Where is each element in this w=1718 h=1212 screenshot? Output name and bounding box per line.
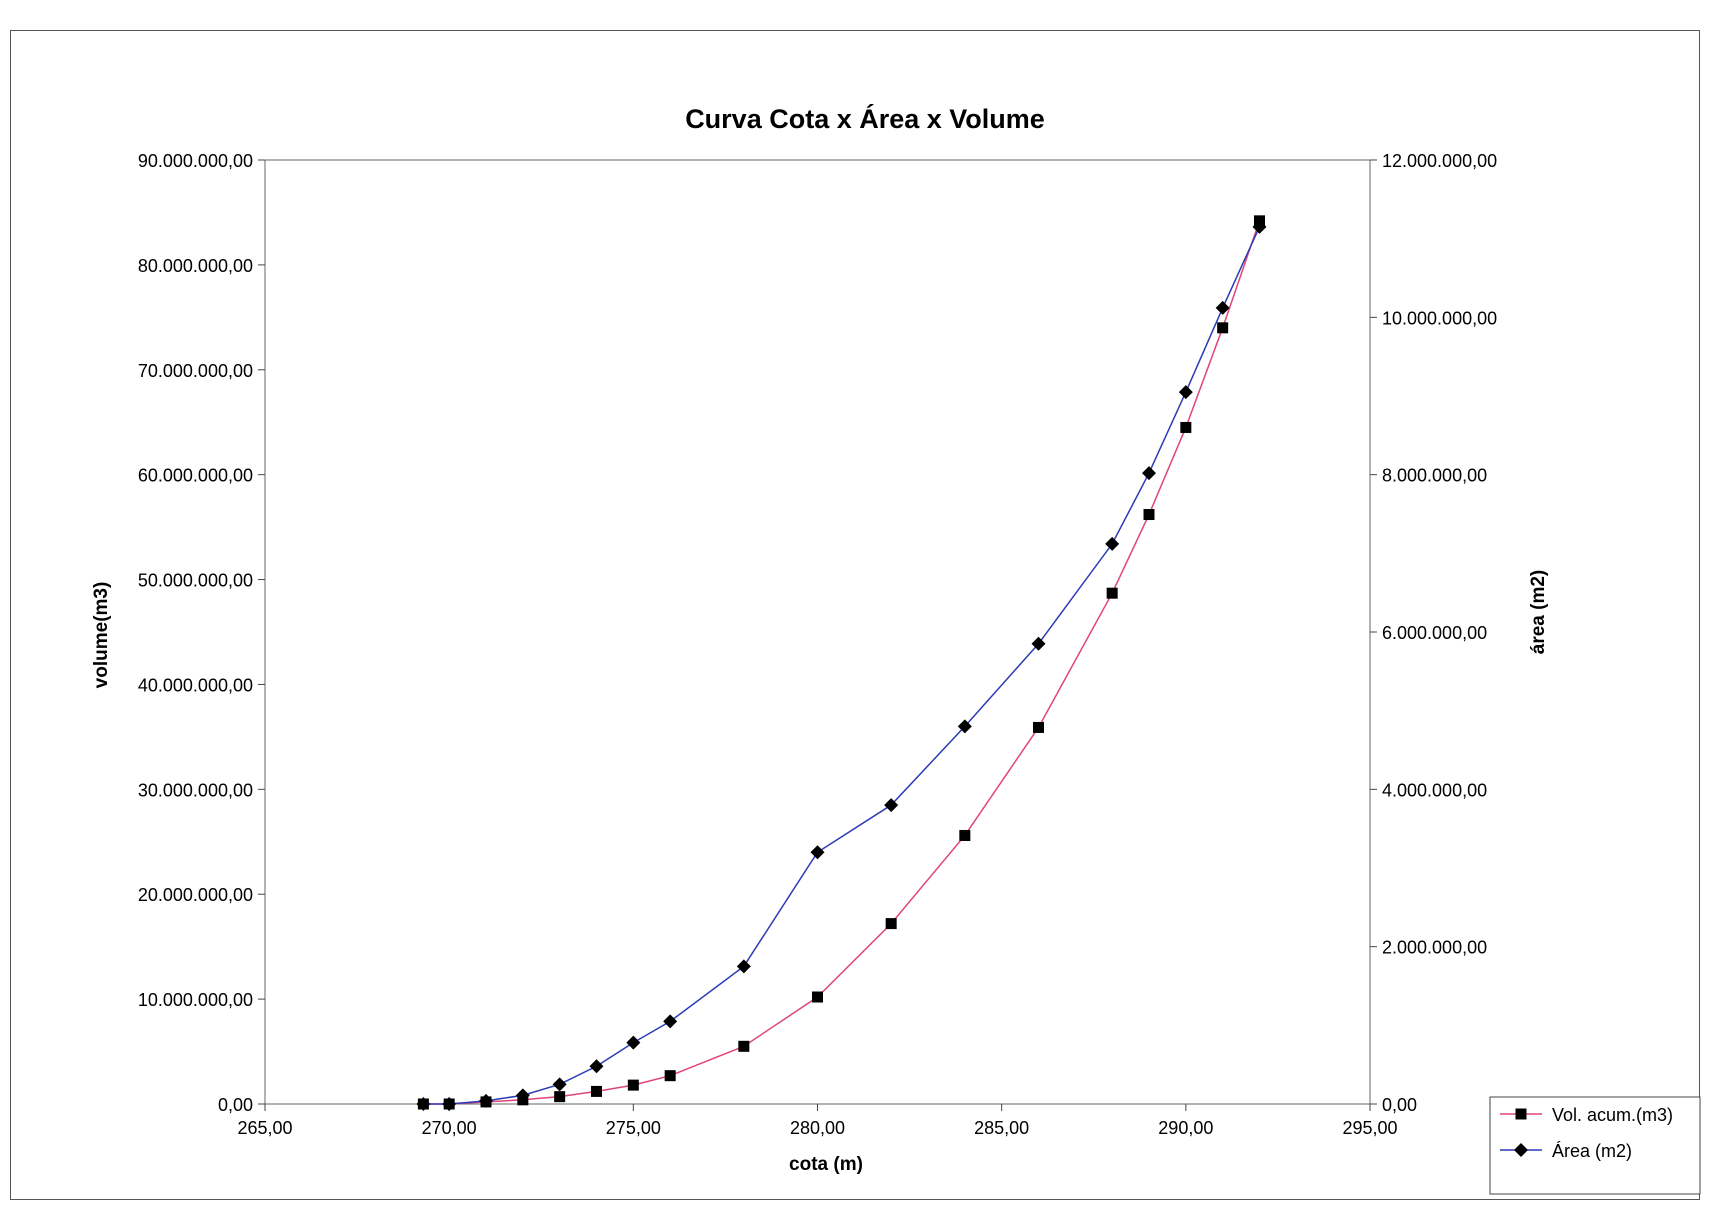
series-line: [423, 220, 1261, 1105]
x-axis-label: cota (m): [789, 1154, 863, 1175]
legend: Vol. acum.(m3) Área (m2): [1489, 1096, 1701, 1195]
x-tick-label: 265,00: [237, 1118, 292, 1138]
y-right-tick-label: 8.000.000,00: [1382, 466, 1487, 486]
y-right-tick-label: 6.000.000,00: [1382, 623, 1487, 643]
data-point: [1252, 219, 1267, 234]
y-left-tick-label: 90.000.000,00: [138, 151, 253, 171]
x-axis: 265,00 270,00 275,00 280,00 285,00 290,00 295,…: [237, 1104, 1398, 1138]
y-right-tick-label: 12.000.000,00: [1382, 151, 1497, 171]
y-left-tick-label: 80.000.000,00: [138, 256, 253, 276]
data-point: [884, 798, 899, 813]
y-right-tick-label: 4.000.000,00: [1382, 780, 1487, 800]
data-point: [1106, 587, 1118, 599]
data-point: [1142, 466, 1156, 481]
plot-area: [264, 159, 1371, 1105]
legend-label: Área (m2): [1552, 1141, 1632, 1161]
data-point: [885, 918, 897, 930]
data-point: [1033, 721, 1044, 733]
y-left-tick-label: 40.000.000,00: [138, 675, 253, 695]
y-right-tick-label: 2.000.000,00: [1382, 938, 1487, 958]
y-left-tick-label: 0,00: [218, 1095, 253, 1115]
data-point: [515, 1088, 530, 1103]
x-tick-label: 295,00: [1342, 1118, 1397, 1138]
data-point: [1180, 421, 1192, 433]
data-point: [552, 1077, 567, 1092]
x-tick-label: 280,00: [790, 1118, 845, 1138]
data-point: [736, 959, 751, 974]
data-point: [1217, 322, 1229, 334]
x-tick-label: 285,00: [974, 1118, 1029, 1138]
y-axis-right-label: área (m2): [1528, 570, 1549, 655]
y-right-tick-label: 0,00: [1382, 1095, 1417, 1115]
data-point: [957, 719, 972, 734]
y-left-tick-label: 50.000.000,00: [138, 571, 253, 591]
y-right-tick-label: 10.000.000,00: [1382, 308, 1497, 328]
x-tick-label: 290,00: [1158, 1118, 1213, 1138]
data-point: [959, 829, 971, 841]
data-point: [810, 845, 825, 860]
chart-frame: [10, 30, 1700, 1200]
data-point: [1031, 636, 1046, 651]
data-point: [738, 1040, 750, 1052]
data-point: [591, 1085, 602, 1097]
legend-marker: [1515, 1108, 1527, 1120]
data-point: [1105, 536, 1120, 551]
legend-label: Vol. acum.(m3): [1552, 1105, 1673, 1125]
y-left-tick-label: 10.000.000,00: [138, 990, 253, 1010]
series-line: [423, 226, 1261, 1105]
chart-title: Curva Cota x Área x Volume: [685, 103, 1045, 134]
data-point: [626, 1035, 641, 1050]
data-point: [663, 1014, 678, 1029]
x-tick-label: 270,00: [422, 1118, 477, 1138]
data-point: [479, 1093, 493, 1108]
legend-marker: [1514, 1143, 1528, 1157]
y-axis-right: 0,00 2.000.000,00 4.000.000,00 6.000.000,00…: [1370, 151, 1497, 1115]
x-tick-label: 275,00: [606, 1118, 661, 1138]
data-point: [554, 1091, 566, 1103]
data-point: [589, 1059, 604, 1074]
y-left-tick-label: 70.000.000,00: [138, 361, 253, 381]
data-point: [1215, 300, 1230, 315]
y-left-tick-label: 20.000.000,00: [138, 885, 253, 905]
y-left-tick-label: 30.000.000,00: [138, 780, 253, 800]
data-point: [1143, 509, 1155, 521]
y-axis-left: 0,00 10.000.000,00 20.000.000,00 30.000.000…: [138, 151, 265, 1115]
y-left-tick-label: 60.000.000,00: [138, 466, 253, 486]
y-axis-left-label: volume(m3): [91, 582, 112, 689]
data-point: [627, 1079, 639, 1091]
data-point: [812, 991, 823, 1003]
data-point: [416, 1097, 431, 1111]
series-area: [416, 219, 1267, 1111]
series-layer: [416, 215, 1267, 1111]
data-point: [1178, 385, 1193, 400]
series-volume: [417, 215, 1265, 1110]
data-point: [442, 1097, 457, 1111]
data-point: [664, 1070, 676, 1082]
